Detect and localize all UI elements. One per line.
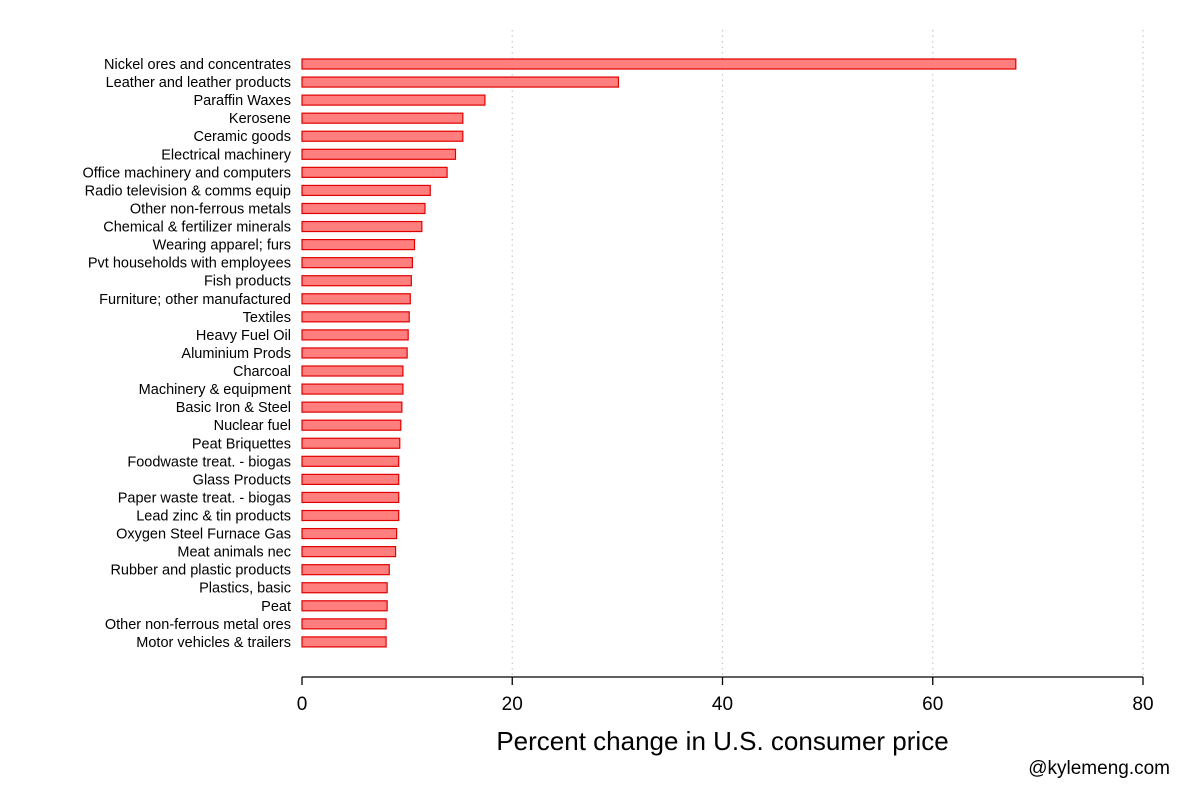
- bar: [301, 94, 486, 106]
- bar: [301, 184, 431, 197]
- category-label: Machinery & equipment: [139, 382, 291, 398]
- category-label: Office machinery and computers: [83, 165, 291, 181]
- category-label: Other non-ferrous metal ores: [105, 617, 291, 633]
- category-label: Kerosene: [229, 111, 291, 127]
- bar: [301, 347, 408, 359]
- category-label: Peat Briquettes: [192, 436, 291, 452]
- bars: [301, 58, 1017, 648]
- bar: [301, 401, 403, 413]
- bar: [301, 636, 387, 648]
- category-label: Rubber and plastic products: [110, 563, 291, 579]
- bar: [301, 239, 416, 251]
- x-tick-label: 0: [297, 694, 308, 715]
- category-label: Wearing apparel; furs: [153, 238, 291, 254]
- x-ticks: 0 20 40 60 80: [297, 677, 1154, 715]
- bar: [301, 383, 404, 395]
- bar: [301, 293, 411, 305]
- bar: [301, 564, 390, 576]
- bar: [301, 112, 464, 124]
- category-label: Nickel ores and concentrates: [104, 57, 291, 73]
- bar: [301, 582, 388, 594]
- bar: [301, 419, 402, 431]
- bar: [301, 491, 400, 504]
- bar: [301, 220, 423, 233]
- bar: [301, 148, 457, 160]
- category-label: Ceramic goods: [193, 129, 291, 145]
- grid-lines: [511, 30, 1144, 677]
- category-label: Chemical & fertilizer minerals: [103, 220, 291, 236]
- x-tick-label: 80: [1132, 694, 1153, 715]
- category-label: Plastics, basic: [199, 581, 291, 597]
- bar: [301, 275, 412, 287]
- bar: [301, 365, 404, 377]
- category-label: Foodwaste treat. - biogas: [127, 454, 291, 470]
- bar: [301, 509, 400, 522]
- category-label: Peat: [261, 599, 291, 615]
- category-label: Fish products: [204, 274, 291, 290]
- bar: [301, 76, 620, 88]
- bar: [301, 130, 464, 142]
- category-label: Leather and leather products: [106, 75, 291, 91]
- category-label: Textiles: [243, 310, 291, 326]
- bar: [301, 455, 400, 467]
- bar: [301, 600, 388, 612]
- category-label: Paper waste treat. - biogas: [118, 490, 291, 506]
- category-label: Glass Products: [193, 472, 291, 488]
- category-label: Other non-ferrous metals: [130, 201, 291, 217]
- bar: [301, 166, 448, 178]
- bar: [301, 58, 1017, 70]
- category-label: Basic Iron & Steel: [176, 400, 291, 416]
- category-labels: Nickel ores and concentrates Leather and …: [83, 57, 292, 651]
- category-label: Furniture; other manufactured: [99, 292, 291, 308]
- bar: [301, 546, 397, 558]
- category-label: Charcoal: [233, 364, 291, 380]
- category-label: Lead zinc & tin products: [136, 509, 291, 525]
- category-label: Radio television & comms equip: [85, 183, 291, 199]
- category-label: Electrical machinery: [161, 147, 291, 163]
- category-label: Pvt households with employees: [88, 256, 291, 272]
- credit-text: @kylemeng.com: [1028, 758, 1170, 779]
- bar: [301, 437, 401, 449]
- bar: [301, 257, 413, 269]
- bar: [301, 618, 387, 630]
- category-label: Nuclear fuel: [214, 418, 291, 434]
- category-label: Motor vehicles & trailers: [136, 635, 291, 651]
- bar: [301, 329, 409, 341]
- category-label: Meat animals nec: [177, 545, 291, 561]
- x-tick-label: 60: [922, 694, 943, 715]
- x-tick-label: 20: [502, 694, 523, 715]
- bar: [301, 202, 426, 215]
- x-tick-label: 40: [712, 694, 733, 715]
- category-label: Oxygen Steel Furnace Gas: [116, 527, 291, 543]
- category-label: Paraffin Waxes: [193, 93, 291, 109]
- bar: [301, 311, 410, 323]
- bar: [301, 473, 400, 485]
- category-label: Heavy Fuel Oil: [196, 328, 291, 344]
- category-label: Aluminium Prods: [181, 346, 291, 362]
- x-axis-title: Percent change in U.S. consumer price: [496, 726, 948, 756]
- bar: [301, 527, 398, 540]
